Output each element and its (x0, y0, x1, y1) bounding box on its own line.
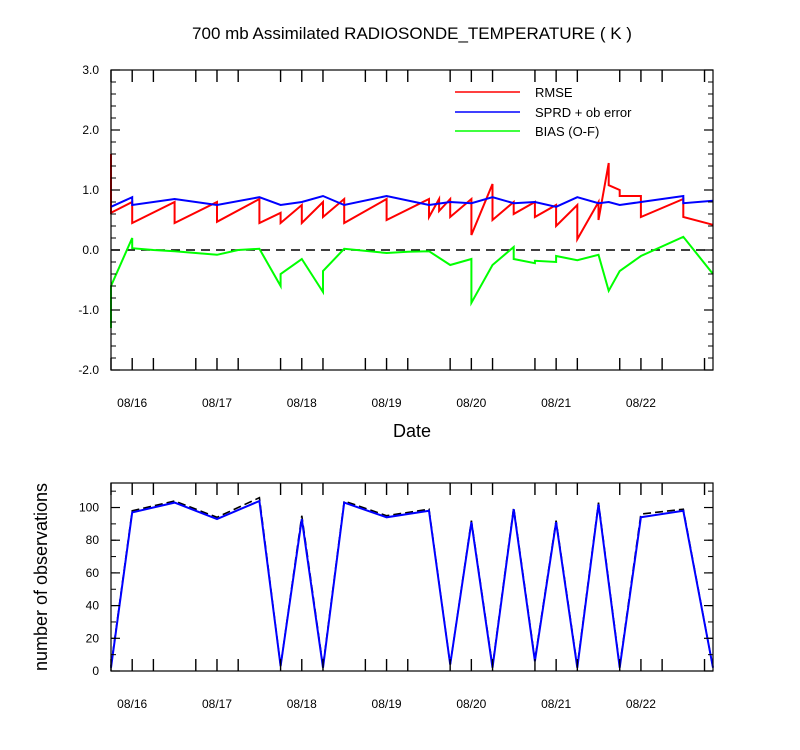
top-series-line-sprd-ob-error (110, 194, 714, 208)
top-y-tick-label: -1.0 (78, 303, 99, 317)
top-y-tick-labels: 3.0 2.0 1.0 0.0 -1.0 -2.0 (78, 63, 99, 377)
bottom-y-tick-label: 80 (86, 533, 100, 547)
top-y-tick-label: 1.0 (82, 183, 99, 197)
legend-label-sprd: SPRD + ob error (535, 105, 632, 120)
bottom-series-group (110, 496, 714, 668)
top-x-tick-label: 08/20 (456, 396, 486, 410)
bottom-y-tick-label: 40 (86, 599, 100, 613)
bottom-x-tick-label: 08/19 (372, 697, 402, 711)
bottom-x-tick-label: 08/18 (287, 697, 317, 711)
top-y-tick-label: -2.0 (78, 363, 99, 377)
legend: RMSE SPRD + ob error BIAS (O-F) (455, 85, 632, 139)
bottom-y-tick-labels: 100 80 60 40 20 0 (79, 501, 99, 678)
top-y-tick-label: 3.0 (82, 63, 99, 77)
bottom-x-tick-label: 08/16 (117, 697, 147, 711)
top-y-tick-label: 0.0 (82, 243, 99, 257)
bottom-x-tick-label: 08/20 (456, 697, 486, 711)
top-x-tick-label: 08/17 (202, 396, 232, 410)
top-panel: 700 mb Assimilated RADIOSONDE_TEMPERATUR… (78, 24, 714, 441)
bottom-plot-frame (110, 482, 714, 672)
top-x-tick-label: 08/18 (287, 396, 317, 410)
bottom-x-tick-label: 08/21 (541, 697, 571, 711)
bottom-y-tick-label: 20 (86, 631, 100, 645)
legend-label-rmse: RMSE (535, 85, 573, 100)
top-series-line-bias-o-f (110, 235, 714, 328)
bottom-x-tick-labels: 08/16 08/17 08/18 08/19 08/20 08/21 08/22 (117, 697, 656, 711)
bottom-x-tick-label: 08/17 (202, 697, 232, 711)
bottom-y-tick-label: 60 (86, 566, 100, 580)
top-plot-frame (110, 69, 714, 371)
top-x-tick-label: 08/16 (117, 396, 147, 410)
bottom-series-line-assimilated (110, 499, 714, 668)
top-x-tick-labels: 08/16 08/17 08/18 08/19 08/20 08/21 08/22 (117, 396, 656, 410)
bottom-x-tick-label: 08/22 (626, 697, 656, 711)
bottom-y-tick-label: 0 (92, 664, 99, 678)
chart-title: 700 mb Assimilated RADIOSONDE_TEMPERATUR… (192, 24, 632, 43)
top-x-tick-label: 08/22 (626, 396, 656, 410)
x-axis-title: Date (393, 421, 431, 441)
legend-label-bias: BIAS (O-F) (535, 124, 599, 139)
bottom-tick-group (110, 483, 713, 672)
top-x-tick-label: 08/21 (541, 396, 571, 410)
top-series-group (110, 154, 714, 328)
y-axis-title-observations: number of observations (31, 483, 51, 671)
top-tick-group (110, 69, 713, 371)
top-y-tick-label: 2.0 (82, 123, 99, 137)
bottom-y-tick-label: 100 (79, 501, 99, 515)
top-series-line-rmse (110, 154, 714, 243)
top-x-tick-label: 08/19 (372, 396, 402, 410)
